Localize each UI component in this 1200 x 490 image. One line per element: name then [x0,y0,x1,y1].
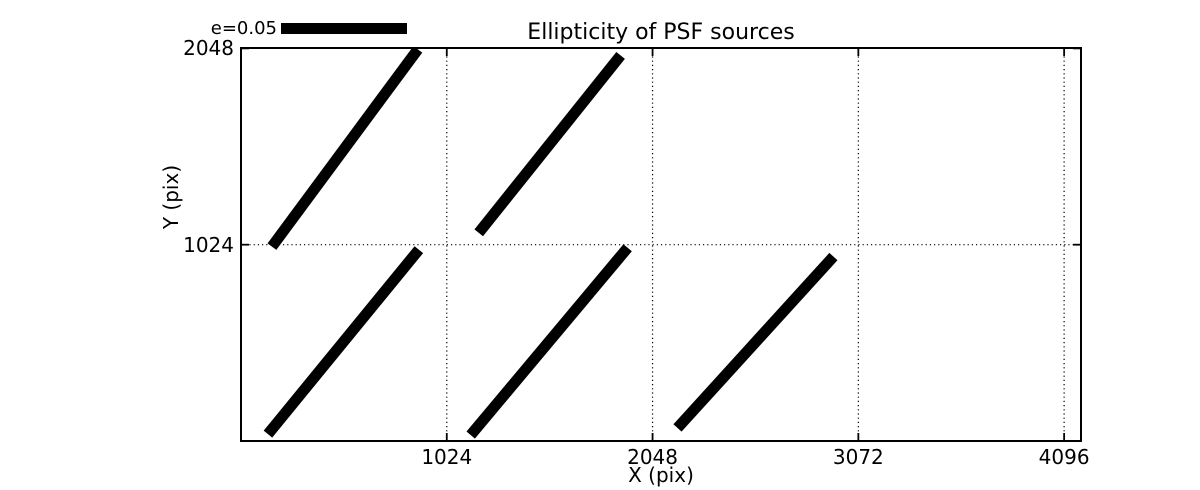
x-axis-label: X (pix) [628,463,694,487]
y-tick-label: 2048 [183,36,234,61]
x-tick-label: 3072 [832,445,884,469]
ellipticity-whisker [474,52,625,237]
whisker-group [263,48,838,439]
chart-title: Ellipticity of PSF sources [527,20,795,45]
y-axis-label: Y (pix) [159,164,183,229]
x-tick-label: 1024 [421,445,473,469]
ellipticity-whisker [673,252,838,432]
ellipticity-whisker [263,246,424,438]
x-tick-label: 4096 [1038,445,1090,469]
ellipticity-whisker [267,48,423,250]
legend-label: e=0.05 [210,18,277,39]
x-tick-label: 2048 [627,445,678,469]
legend-swatch [281,23,407,34]
y-tick-label: 1024 [183,232,234,257]
ellipticity-whisker [466,244,632,439]
